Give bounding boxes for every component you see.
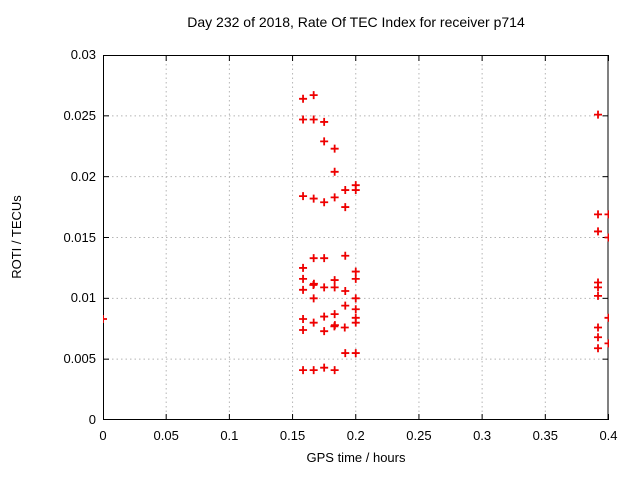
- data-point: [340, 323, 349, 332]
- data-point: [330, 276, 339, 285]
- data-point: [320, 312, 329, 321]
- data-point: [309, 115, 318, 124]
- data-point: [351, 294, 360, 303]
- x-tick-label: 0.15: [279, 428, 306, 443]
- data-point: [604, 339, 609, 348]
- data-point: [299, 115, 308, 124]
- data-point: [604, 233, 609, 242]
- data-point: [320, 137, 329, 146]
- data-point: [594, 323, 603, 332]
- x-tick-label: 0.1: [220, 428, 239, 443]
- x-tick-label: 0.05: [153, 428, 179, 443]
- x-tick-label: 0: [99, 428, 107, 443]
- y-tick-label: 0: [88, 412, 96, 427]
- data-point: [299, 263, 308, 272]
- data-point: [299, 325, 308, 334]
- x-tick-label: 0.4: [599, 428, 618, 443]
- x-tick-label: 0.3: [473, 428, 492, 443]
- data-point: [604, 313, 609, 322]
- data-point: [341, 301, 350, 310]
- data-point: [299, 285, 308, 294]
- data-point: [309, 254, 318, 263]
- data-point: [330, 366, 339, 375]
- data-point: [594, 110, 603, 119]
- data-point: [341, 186, 350, 195]
- x-tick-label: 0.2: [346, 428, 365, 443]
- x-axis-label: GPS time / hours: [306, 450, 406, 465]
- data-point: [309, 91, 318, 100]
- data-point: [320, 117, 329, 126]
- data-point: [299, 366, 308, 375]
- data-point: [341, 349, 350, 358]
- data-point: [320, 283, 329, 292]
- y-tick-label: 0.03: [70, 47, 96, 62]
- data-point: [351, 267, 360, 276]
- data-point: [309, 366, 318, 375]
- data-point: [330, 283, 339, 292]
- data-point: [330, 144, 339, 153]
- data-point: [320, 198, 329, 207]
- chart-title: Day 232 of 2018, Rate Of TEC Index for r…: [187, 14, 525, 30]
- data-point: [594, 283, 603, 292]
- data-point: [309, 194, 318, 203]
- data-point: [299, 315, 308, 324]
- data-point: [309, 294, 318, 303]
- data-point: [351, 318, 360, 327]
- data-point: [103, 315, 107, 324]
- data-point: [341, 251, 350, 260]
- data-point: [320, 363, 329, 372]
- data-point: [299, 192, 308, 201]
- y-tick-label: 0.02: [70, 168, 96, 184]
- data-point: [594, 291, 603, 300]
- data-point: [594, 210, 603, 219]
- data-point: [604, 210, 609, 219]
- data-point: [320, 254, 329, 263]
- data-point: [341, 203, 350, 212]
- data-point: [351, 349, 360, 358]
- data-point: [299, 94, 308, 103]
- data-point: [320, 327, 329, 336]
- data-point: [309, 279, 318, 288]
- data-point: [351, 274, 360, 283]
- data-point: [309, 318, 318, 327]
- data-point: [351, 186, 360, 195]
- data-point: [330, 167, 339, 176]
- y-tick-label: 0.015: [63, 229, 96, 245]
- x-tick-label: 0.25: [406, 428, 432, 443]
- data-point: [299, 274, 308, 283]
- y-tick-label: 0.005: [63, 351, 96, 367]
- plot-area: [103, 55, 609, 420]
- data-point: [330, 193, 339, 202]
- data-point: [594, 227, 603, 236]
- x-tick-label: 0.35: [532, 428, 558, 443]
- data-point: [594, 333, 603, 342]
- data-point: [330, 321, 339, 330]
- data-point: [594, 344, 603, 353]
- data-point: [351, 305, 360, 314]
- data-point: [341, 287, 350, 296]
- y-tick-label: 0.025: [63, 107, 96, 123]
- y-tick-label: 0.01: [70, 290, 96, 306]
- data-point: [330, 310, 339, 319]
